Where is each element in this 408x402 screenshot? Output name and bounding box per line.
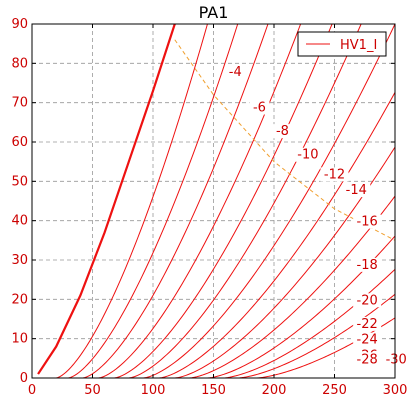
curve-label: -30 [386, 352, 407, 367]
curve-label-bg [353, 257, 382, 272]
y-tick-label: 80 [11, 56, 28, 71]
curve-label: -14 [346, 183, 367, 198]
curve-label: -18 [357, 258, 378, 273]
curve-label-bg [353, 332, 382, 347]
load-line [174, 39, 395, 241]
curve-label-bg [225, 65, 246, 80]
x-tick-label: 200 [262, 383, 287, 398]
axis-ticks: 0 50 100 150 200 250 300 0 10 20 30 40 50 60 70 80 90 [11, 17, 407, 398]
curve-label-bg [353, 316, 382, 331]
grid-curve-neg30 [255, 317, 395, 378]
curve-label-bg [353, 352, 382, 367]
x-tick-label: 50 [84, 383, 101, 398]
bold-curve [37, 24, 176, 375]
x-tick-label: 150 [201, 383, 226, 398]
curve-labels: -4-6-8-10-12-14-16-18-20-22-24-26-28-30 [225, 65, 408, 367]
curve-label: -6 [253, 101, 266, 116]
curve-label: -8 [276, 124, 289, 139]
y-tick-label: 50 [11, 174, 28, 189]
y-tick-label: 20 [11, 292, 28, 307]
curves [37, 24, 395, 378]
grid-curve-neg16 [143, 24, 395, 378]
legend-box [297, 31, 387, 57]
grid-curve-neg4 [56, 24, 208, 378]
grid [32, 24, 395, 378]
curve-label: -4 [229, 65, 242, 80]
y-tick-label: 0 [20, 371, 28, 386]
y-tick-label: 30 [11, 253, 28, 268]
grid-curve-neg8 [82, 24, 269, 378]
curve-label-bg [320, 167, 349, 182]
x-tick-label: 100 [141, 383, 166, 398]
curve-label: -28 [357, 352, 378, 367]
curve-label: -16 [357, 215, 378, 230]
grid-curve-neg12 [114, 24, 333, 378]
y-tick-label: 60 [11, 135, 28, 150]
grid-curve-neg14 [128, 24, 362, 378]
curve-label: -10 [297, 148, 318, 163]
x-tick-label: 300 [383, 383, 408, 398]
curve-label: -12 [324, 167, 345, 182]
curve-label-bg [342, 183, 371, 198]
x-tick-label: 250 [322, 383, 347, 398]
curve-label: -24 [357, 333, 378, 348]
legend-entry-hv1-i: HV1_I [340, 38, 377, 53]
legend: HV1_I [297, 31, 387, 57]
y-tick-label: 10 [11, 332, 28, 347]
curve-label-bg [353, 293, 382, 308]
grid-curve-neg22 [189, 195, 395, 378]
y-tick-label: 70 [11, 96, 28, 111]
grid-curve-neg18 [158, 92, 395, 378]
chart-title: PA1 [199, 3, 229, 22]
x-tick-label: 0 [28, 383, 36, 398]
grid-curve-neg20 [174, 146, 395, 378]
y-tick-label: 90 [11, 17, 28, 32]
curve-label-bg [353, 214, 382, 229]
curve-label-bg [272, 124, 293, 139]
grid-curve-neg28 [237, 293, 395, 378]
curve-label: -20 [357, 293, 378, 308]
grid-curve-neg6 [68, 24, 239, 378]
curve-label-bg [293, 147, 322, 162]
y-tick-label: 40 [11, 214, 28, 229]
curve-label: -22 [357, 317, 378, 332]
curve-label-bg [249, 100, 270, 115]
